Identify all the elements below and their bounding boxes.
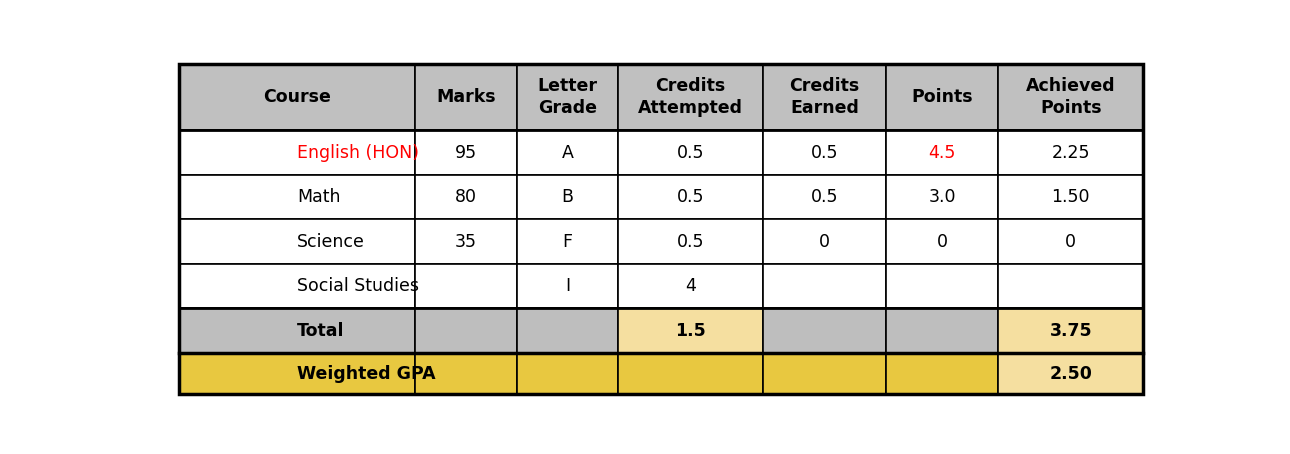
Bar [998, 175, 1143, 219]
Text: Math: Math [297, 188, 341, 206]
Bar [516, 219, 618, 264]
Bar [618, 264, 762, 308]
Bar [998, 264, 1143, 308]
Bar [762, 308, 886, 353]
Text: 1.50: 1.50 [1051, 188, 1090, 206]
Bar [886, 219, 998, 264]
Bar [179, 264, 415, 308]
Bar [886, 264, 998, 308]
Bar [415, 130, 516, 175]
Bar [516, 308, 618, 353]
Text: 95: 95 [454, 143, 477, 162]
Text: Weighted GPA: Weighted GPA [297, 365, 436, 383]
Text: A: A [561, 143, 573, 162]
Bar [415, 219, 516, 264]
Bar [886, 130, 998, 175]
Text: Science: Science [297, 232, 365, 251]
Text: 2.25: 2.25 [1051, 143, 1090, 162]
Bar [762, 219, 886, 264]
Text: Achieved
Points: Achieved Points [1026, 77, 1116, 118]
Bar [516, 130, 618, 175]
Bar [179, 308, 415, 353]
Text: Letter
Grade: Letter Grade [538, 77, 597, 118]
Text: Social Studies: Social Studies [297, 277, 419, 295]
Text: 35: 35 [454, 232, 477, 251]
Bar [998, 130, 1143, 175]
Bar [415, 264, 516, 308]
Text: 0.5: 0.5 [810, 143, 838, 162]
Bar [179, 175, 415, 219]
Text: I: I [565, 277, 570, 295]
Bar [618, 353, 762, 394]
Bar [618, 130, 762, 175]
Bar [762, 130, 886, 175]
Bar [415, 64, 516, 130]
Text: B: B [561, 188, 574, 206]
Bar [618, 219, 762, 264]
Bar [998, 353, 1143, 394]
Bar [886, 308, 998, 353]
Text: Marks: Marks [436, 88, 495, 106]
Text: 80: 80 [454, 188, 477, 206]
Bar [998, 219, 1143, 264]
Bar [618, 175, 762, 219]
Bar [886, 175, 998, 219]
Bar [886, 64, 998, 130]
Text: 0.5: 0.5 [810, 188, 838, 206]
Bar [179, 353, 415, 394]
Bar [762, 264, 886, 308]
Bar [516, 264, 618, 308]
Text: 0: 0 [1066, 232, 1076, 251]
Bar [516, 175, 618, 219]
Bar [618, 64, 762, 130]
Bar [762, 64, 886, 130]
Text: 0.5: 0.5 [677, 143, 704, 162]
Text: 0.5: 0.5 [677, 188, 704, 206]
Text: Points: Points [912, 88, 973, 106]
Text: Total: Total [297, 322, 344, 340]
Text: 4.5: 4.5 [929, 143, 956, 162]
Bar [415, 353, 516, 394]
Text: Credits
Earned: Credits Earned [789, 77, 859, 118]
Text: 1.5: 1.5 [675, 322, 706, 340]
Text: Course: Course [263, 88, 332, 106]
Text: English (HON): English (HON) [297, 143, 419, 162]
Text: 3.0: 3.0 [929, 188, 956, 206]
Bar [998, 308, 1143, 353]
Bar [415, 175, 516, 219]
Bar [179, 64, 415, 130]
Bar [415, 308, 516, 353]
Bar [179, 219, 415, 264]
Text: 0.5: 0.5 [677, 232, 704, 251]
Text: 0: 0 [819, 232, 829, 251]
Text: 4: 4 [685, 277, 697, 295]
Bar [516, 64, 618, 130]
Bar [762, 353, 886, 394]
Bar [516, 353, 618, 394]
Text: Credits
Attempted: Credits Attempted [639, 77, 743, 118]
Bar [618, 308, 762, 353]
Text: 0: 0 [937, 232, 948, 251]
Bar [886, 353, 998, 394]
Text: 2.50: 2.50 [1049, 365, 1093, 383]
Bar [998, 64, 1143, 130]
Text: F: F [562, 232, 573, 251]
Bar [179, 130, 415, 175]
Text: 3.75: 3.75 [1049, 322, 1093, 340]
Bar [762, 175, 886, 219]
